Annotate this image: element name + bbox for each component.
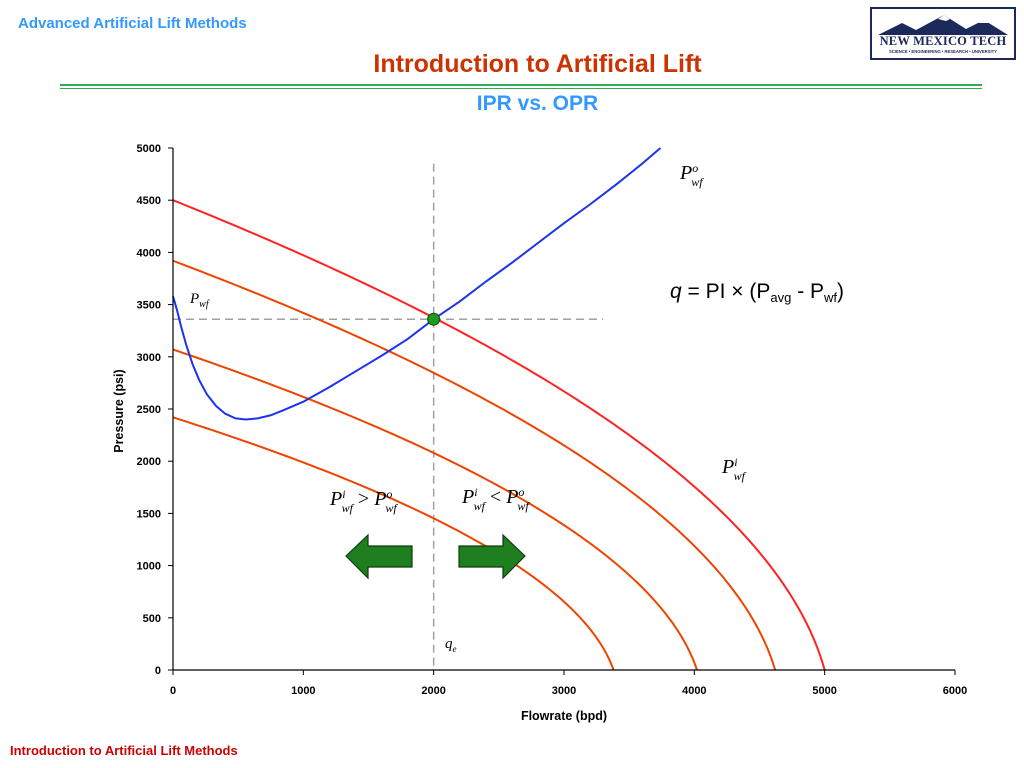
annotations: Po wf Pi wf Pwf Pi wf > Po wf Pi wf < Po wf qe (189, 161, 747, 654)
axes (168, 147, 956, 675)
label-inflow-greater-outflow: Pi wf > Po wf (329, 487, 398, 515)
y-tick-label: 1000 (137, 561, 161, 573)
y-tick-label: 5000 (137, 143, 161, 155)
equation-rhs-prefix: = PI × (P (681, 280, 771, 303)
reference-lines (173, 163, 604, 670)
label-qe: qe (445, 636, 457, 654)
university-logo: NEW MEXICO TECH SCIENCE • ENGINEERING • … (870, 7, 1016, 60)
title-rule-bottom (60, 88, 982, 89)
ipr-curve-1 (172, 199, 826, 671)
y-tick-label: 500 (143, 613, 161, 625)
equation-sub-avg: avg (770, 290, 792, 305)
label-pwf-curve: Pwf (189, 291, 210, 310)
productivity-equation: q = PI × (Pavg - Pwf) (670, 280, 844, 305)
operating-point-marker (427, 312, 441, 326)
equation-middle: - P (791, 280, 825, 303)
opr-curve (172, 147, 662, 421)
logo-name: NEW MEXICO TECH (879, 34, 1007, 48)
equation-rhs-suffix: ) (837, 280, 845, 303)
x-tick-label: 2000 (421, 685, 445, 697)
x-tick-label: 3000 (552, 685, 576, 697)
y-tick-label: 3500 (137, 300, 161, 312)
label-pwf-inflow: Pi wf (721, 455, 747, 483)
y-tick-label: 2500 (137, 404, 161, 416)
x-tick-label: 1000 (291, 685, 315, 697)
curves (172, 147, 826, 671)
equation-sub-wf: wf (824, 290, 838, 305)
page-title: Introduction to Artificial Lift (373, 50, 702, 78)
title-rule-top (60, 84, 982, 86)
y-tick-label: 3000 (137, 352, 161, 364)
y-tick-label: 0 (155, 665, 161, 677)
right-arrow-icon (458, 533, 526, 580)
ipr-curve-4 (172, 416, 615, 671)
y-tick-label: 2000 (137, 456, 161, 468)
x-axis-label: Flowrate (bpd) (521, 709, 607, 723)
y-axis-label: Pressure (psi) (112, 369, 126, 452)
ipr-curve-3 (172, 348, 698, 671)
y-tick-label: 1500 (137, 508, 161, 520)
label-pwf-outflow: Po wf (679, 161, 704, 189)
equation-lhs: q (670, 280, 682, 303)
label-inflow-less-outflow: Pi wf < Po wf (461, 485, 530, 513)
x-tick-label: 4000 (682, 685, 706, 697)
left-arrow-icon (345, 533, 413, 580)
ipr-curve-2 (172, 259, 777, 671)
x-tick-label: 6000 (943, 685, 967, 697)
mountain-logo-icon (878, 15, 1008, 35)
direction-arrows (345, 533, 526, 580)
y-tick-label: 4500 (137, 195, 161, 207)
y-tick-label: 4000 (137, 247, 161, 259)
page-subtitle: IPR vs. OPR (476, 92, 599, 115)
tick-labels: 0 500 1000 1500 2000 2500 3000 3500 4000 4500 5000… (137, 143, 968, 697)
x-tick-label: 5000 (812, 685, 836, 697)
course-title: Advanced Artificial Lift Methods (18, 15, 247, 32)
footer-text: Introduction to Artificial Lift Methods (10, 743, 238, 758)
logo-tagline: SCIENCE • ENGINEERING • RESEARCH • UNIVE… (889, 49, 997, 54)
x-tick-label: 0 (170, 685, 176, 697)
